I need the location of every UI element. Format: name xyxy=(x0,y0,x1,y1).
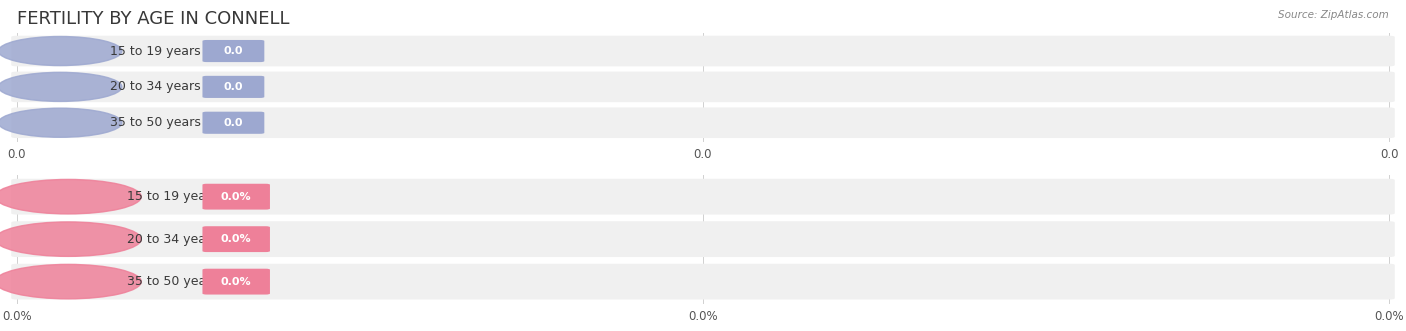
Text: 0.0: 0.0 xyxy=(1379,148,1399,161)
Text: 15 to 19 years: 15 to 19 years xyxy=(110,45,200,58)
Text: 0.0%: 0.0% xyxy=(221,234,252,244)
FancyBboxPatch shape xyxy=(202,76,264,98)
FancyBboxPatch shape xyxy=(202,40,264,62)
FancyBboxPatch shape xyxy=(11,221,1395,257)
Circle shape xyxy=(0,179,141,214)
Text: 0.0%: 0.0% xyxy=(221,192,252,202)
FancyBboxPatch shape xyxy=(11,108,1395,138)
Circle shape xyxy=(0,222,141,257)
FancyBboxPatch shape xyxy=(202,112,264,134)
Text: 20 to 34 years: 20 to 34 years xyxy=(127,233,218,246)
Text: 0.0: 0.0 xyxy=(224,82,243,92)
FancyBboxPatch shape xyxy=(11,179,1395,214)
Text: 0.0: 0.0 xyxy=(7,148,27,161)
Text: FERTILITY BY AGE IN CONNELL: FERTILITY BY AGE IN CONNELL xyxy=(17,10,290,28)
Text: 35 to 50 years: 35 to 50 years xyxy=(127,275,218,288)
Circle shape xyxy=(0,36,122,66)
Text: Source: ZipAtlas.com: Source: ZipAtlas.com xyxy=(1278,10,1389,20)
FancyBboxPatch shape xyxy=(11,264,1395,300)
Circle shape xyxy=(0,108,122,137)
FancyBboxPatch shape xyxy=(202,226,270,252)
FancyBboxPatch shape xyxy=(202,184,270,210)
Circle shape xyxy=(0,72,122,101)
Text: 20 to 34 years: 20 to 34 years xyxy=(110,80,200,93)
Text: 0.0: 0.0 xyxy=(224,46,243,56)
Text: 0.0: 0.0 xyxy=(693,148,713,161)
Text: 0.0%: 0.0% xyxy=(1,310,32,323)
Text: 0.0%: 0.0% xyxy=(1374,310,1405,323)
Circle shape xyxy=(0,264,141,299)
FancyBboxPatch shape xyxy=(202,269,270,295)
Text: 15 to 19 years: 15 to 19 years xyxy=(127,190,218,203)
FancyBboxPatch shape xyxy=(11,36,1395,66)
FancyBboxPatch shape xyxy=(11,71,1395,102)
Text: 0.0%: 0.0% xyxy=(688,310,718,323)
Text: 35 to 50 years: 35 to 50 years xyxy=(110,116,201,129)
Text: 0.0%: 0.0% xyxy=(221,277,252,287)
Text: 0.0: 0.0 xyxy=(224,118,243,128)
